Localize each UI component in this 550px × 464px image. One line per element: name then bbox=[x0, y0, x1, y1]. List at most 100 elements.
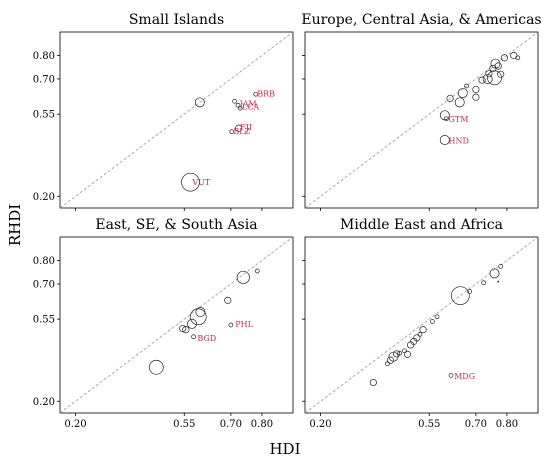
data-point bbox=[182, 326, 190, 334]
x-tick-label: 0.20 bbox=[64, 419, 86, 430]
data-point bbox=[237, 105, 243, 111]
x-tick-label: 0.70 bbox=[220, 419, 242, 430]
panel-frame bbox=[304, 236, 539, 414]
data-point bbox=[500, 54, 508, 62]
country-label: FJI bbox=[240, 123, 252, 132]
data-point bbox=[393, 350, 401, 358]
data-point bbox=[472, 93, 480, 101]
panel-frame bbox=[59, 31, 294, 209]
data-point bbox=[448, 373, 454, 378]
data-point bbox=[510, 51, 518, 60]
data-point bbox=[235, 102, 241, 108]
data-point bbox=[417, 332, 423, 337]
data-point bbox=[485, 70, 493, 78]
y-tick-label: 0.55 bbox=[33, 110, 55, 121]
y-tick-label: 0.80 bbox=[33, 51, 55, 62]
data-point bbox=[148, 359, 164, 375]
data-point bbox=[419, 326, 427, 334]
reference-line bbox=[59, 236, 294, 414]
panel-2: Europe, Central Asia, & Americas GTM HND bbox=[301, 12, 542, 211]
data-point bbox=[189, 308, 207, 326]
data-point bbox=[457, 88, 468, 98]
data-point bbox=[413, 334, 421, 342]
country-label: LCA bbox=[242, 103, 259, 112]
data-point bbox=[464, 83, 469, 89]
reference-line bbox=[304, 31, 539, 209]
data-point bbox=[478, 76, 486, 84]
data-point bbox=[191, 334, 196, 340]
y-tick-label: 0.55 bbox=[33, 315, 55, 326]
x-tick-label: 0.55 bbox=[173, 419, 195, 430]
data-point bbox=[386, 356, 394, 364]
reference-line bbox=[59, 31, 294, 209]
panel-frame bbox=[59, 236, 294, 414]
country-label: BLZ bbox=[233, 127, 250, 136]
data-point bbox=[454, 97, 465, 108]
country-label: BRB bbox=[257, 89, 275, 98]
data-point bbox=[253, 91, 259, 97]
data-point bbox=[384, 361, 390, 367]
data-point bbox=[254, 268, 260, 274]
y-tick-label: 0.20 bbox=[33, 397, 55, 408]
panel-4: Middle East and Africa 0.20 0.55 0.70 0.80 MD… bbox=[302, 217, 539, 430]
y-tick-label: 0.80 bbox=[33, 256, 55, 267]
data-point bbox=[482, 73, 493, 84]
data-point bbox=[497, 280, 500, 283]
x-axis-label: HDI bbox=[269, 440, 300, 458]
data-point bbox=[434, 314, 440, 320]
data-point bbox=[402, 348, 407, 354]
y-tick-label: 0.70 bbox=[33, 74, 55, 85]
country-label: GTM bbox=[449, 115, 469, 124]
panel-title: Middle East and Africa bbox=[340, 217, 503, 233]
data-point bbox=[187, 318, 197, 329]
data-point bbox=[498, 263, 504, 269]
data-point bbox=[195, 307, 206, 318]
x-tick-label: 0.80 bbox=[251, 419, 273, 430]
country-label: PHL bbox=[235, 320, 253, 329]
data-point bbox=[515, 55, 521, 61]
data-point bbox=[450, 286, 470, 306]
y-tick-label: 0.70 bbox=[33, 279, 55, 290]
reference-line bbox=[304, 236, 539, 414]
country-label: HND bbox=[449, 136, 469, 145]
y-tick-label: 0.20 bbox=[33, 192, 55, 203]
panel-title: Europe, Central Asia, & Americas bbox=[301, 12, 541, 28]
panel-3: East, SE, & South Asia 0.20 0.55 0.70 0.80 0.… bbox=[33, 217, 294, 430]
data-point bbox=[179, 324, 187, 333]
x-tick-label: 0.55 bbox=[418, 419, 440, 430]
country-label: JAM bbox=[239, 100, 257, 109]
panel-title: Small Islands bbox=[129, 12, 224, 28]
data-point bbox=[487, 70, 502, 86]
data-point bbox=[444, 116, 449, 122]
data-point bbox=[430, 319, 435, 324]
data-point bbox=[181, 172, 200, 192]
data-point bbox=[224, 296, 232, 304]
data-point bbox=[228, 322, 234, 328]
panel-frame bbox=[304, 31, 539, 209]
data-point bbox=[235, 124, 243, 132]
y-axis-label: RHDI bbox=[6, 204, 24, 246]
country-label: MDG bbox=[454, 372, 475, 381]
x-tick-label: 0.20 bbox=[309, 419, 331, 430]
data-point bbox=[229, 129, 235, 135]
data-point bbox=[494, 62, 502, 70]
data-point bbox=[497, 70, 505, 78]
country-label: BGD bbox=[197, 334, 216, 343]
data-point bbox=[490, 58, 501, 69]
data-point bbox=[397, 350, 403, 356]
data-point bbox=[194, 97, 205, 108]
data-point bbox=[403, 350, 412, 358]
panel-title: East, SE, & South Asia bbox=[95, 217, 257, 233]
data-point bbox=[472, 85, 480, 94]
data-point bbox=[439, 134, 450, 145]
data-point bbox=[232, 98, 237, 104]
data-point bbox=[467, 289, 473, 294]
data-point bbox=[236, 270, 250, 284]
data-point bbox=[489, 268, 500, 279]
data-point bbox=[446, 94, 454, 102]
x-tick-label: 0.70 bbox=[465, 419, 487, 430]
country-label: VUT bbox=[191, 178, 211, 187]
